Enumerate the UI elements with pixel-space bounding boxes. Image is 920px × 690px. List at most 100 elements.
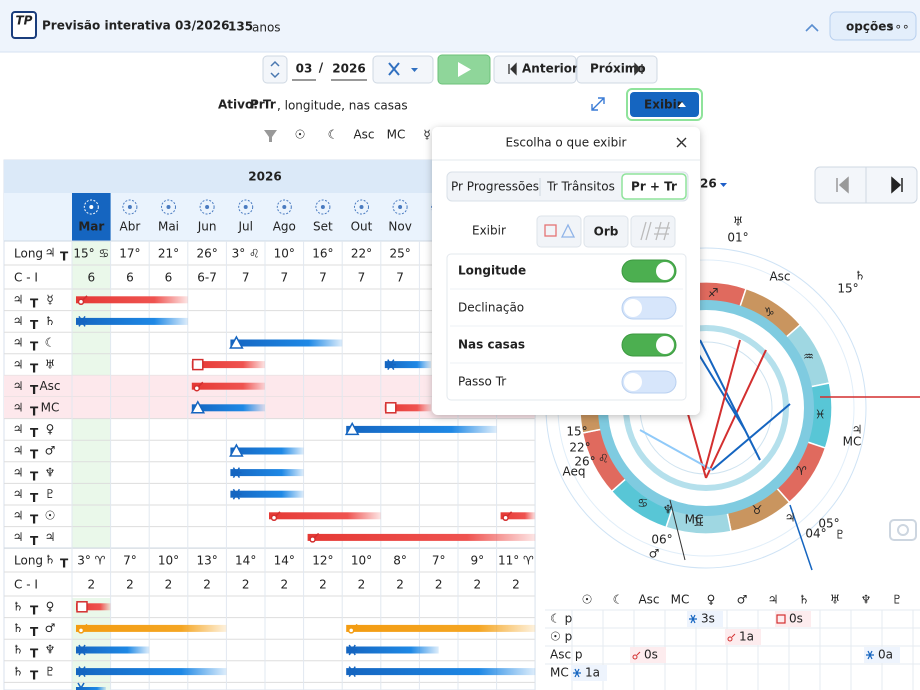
month-icon: [238, 199, 254, 215]
sextile-icon: [347, 644, 358, 656]
sign-glyph: ♋: [637, 496, 648, 510]
separator: /: [319, 61, 324, 75]
aspect-bar: [269, 512, 381, 520]
wheel-label: 01°: [727, 231, 748, 245]
month-icon: [354, 199, 369, 215]
tools-button[interactable]: [372, 55, 434, 84]
grid-column-label: ♂: [737, 593, 748, 607]
conjunction-icon: [193, 384, 201, 392]
long-value: 21°: [158, 247, 179, 261]
show-button[interactable]: [630, 92, 699, 117]
conjunction-icon: [82, 623, 88, 629]
ci-value: 6: [87, 271, 95, 285]
filter-symbol: Asc: [353, 128, 374, 142]
next-button[interactable]: [576, 55, 658, 84]
grid-cell-value: 0a: [878, 648, 893, 662]
tab-selected[interactable]: [621, 173, 687, 200]
grid-column-label: ♃: [768, 593, 779, 607]
ci-value: 2: [242, 578, 250, 592]
target-planet: ☉: [45, 509, 56, 523]
expand-icon: [591, 97, 605, 111]
aspect-bar: [76, 668, 227, 676]
transit-planet: ♃: [13, 465, 24, 479]
age-unit: anos: [252, 21, 281, 35]
month-label: Mar: [78, 220, 104, 234]
ci-value: 7: [358, 271, 366, 285]
aspect-line: [699, 339, 761, 461]
ci-value: 2: [473, 578, 481, 592]
aspect-bar: [500, 512, 536, 520]
square-icon: [544, 224, 557, 237]
row-highlight: [4, 397, 535, 419]
wheel-label: 06°: [651, 533, 672, 547]
month-label: Set: [313, 220, 333, 234]
options-dots: ∘∘∘: [887, 20, 910, 34]
transit-planet: ♃: [13, 509, 24, 523]
trine-icon: [229, 335, 244, 349]
month-label: Jul: [237, 220, 252, 234]
wheel-label: 15°: [566, 425, 587, 439]
orb-label: Orb: [594, 225, 619, 239]
grid-column-label: ♀: [707, 593, 716, 607]
show-text: Exibir: [644, 98, 683, 112]
aspect-bar: [76, 603, 111, 611]
grid-column-label: ☉: [582, 593, 593, 607]
month-label: Jun: [197, 220, 217, 234]
tools-caret: [411, 68, 418, 72]
options-button[interactable]: [829, 11, 917, 41]
target-planet: ♀: [46, 422, 55, 436]
long-planet: ♃: [45, 246, 56, 260]
sign-glyph: ♈: [796, 464, 807, 478]
month-icon-dot: [243, 205, 248, 209]
grid-cell: [725, 629, 761, 645]
month-label: Abr: [120, 220, 141, 234]
transit-planet: ♄: [13, 664, 24, 678]
spinner[interactable]: [262, 55, 288, 84]
grid-cell: [687, 611, 723, 627]
close-icon[interactable]: [676, 137, 687, 148]
transit-planet: ♃: [13, 444, 24, 458]
orb-toggle[interactable]: [583, 215, 629, 248]
parallel-toggle[interactable]: [630, 215, 676, 248]
target-planet: ♆: [45, 643, 56, 657]
conjunction-icon: [309, 536, 316, 543]
active-label: Ativo:: [218, 98, 258, 112]
transit-sub: T: [30, 647, 39, 661]
camera-icon: [889, 519, 917, 541]
filter-symbol: ☾: [328, 128, 339, 142]
aspect-bar: [346, 425, 497, 433]
grid-column-label: ♅: [830, 593, 841, 607]
transit-sub: T: [30, 318, 39, 332]
aspect-bar: [230, 469, 304, 477]
grid-row-label: ☾ p: [550, 612, 572, 626]
previous-button[interactable]: [493, 55, 577, 84]
logo: [11, 11, 37, 39]
target-planet: MC: [41, 401, 60, 415]
active-tr: Tr: [263, 98, 276, 112]
target-planet: ♃: [45, 530, 56, 544]
row-highlight: [4, 375, 535, 397]
grid-row-label: Asc p: [550, 648, 583, 662]
long-value: 10°: [351, 554, 372, 568]
popup-title: Escolha o que exibir: [506, 136, 627, 150]
ci-value: 2: [280, 578, 288, 592]
conjunction-icon: [502, 514, 509, 522]
transit-sub: T: [30, 426, 39, 440]
transit-sub: T: [30, 383, 39, 397]
target-planet: ☾: [45, 336, 56, 350]
ci-value: 7: [319, 271, 327, 285]
transit-planet: ♃: [13, 487, 24, 501]
transit-sub: T: [30, 361, 39, 375]
tools-icon: [388, 62, 400, 76]
sign-glyph: ♉: [752, 503, 763, 517]
shape-toggle[interactable]: [536, 215, 582, 248]
sextile-icon: [347, 666, 358, 677]
grid-column-label: ♇: [892, 593, 903, 607]
ci-value: 7: [280, 271, 288, 285]
month-label: Out: [351, 220, 373, 234]
collapse-icon: [805, 23, 819, 32]
aspect-bar: [230, 447, 304, 455]
sextile-icon: [689, 614, 697, 624]
target-planet: ♂: [45, 621, 56, 635]
